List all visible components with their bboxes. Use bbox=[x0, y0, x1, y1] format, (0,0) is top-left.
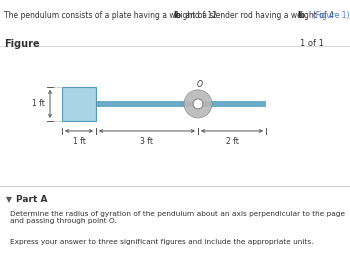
Bar bbox=[96, 101, 266, 107]
Text: Express your answer to three significant figures and include the appropriate uni: Express your answer to three significant… bbox=[10, 239, 314, 245]
Text: Part A: Part A bbox=[16, 195, 48, 204]
Bar bbox=[62, 87, 96, 121]
Text: 2 ft: 2 ft bbox=[225, 137, 238, 146]
Text: 3 ft: 3 ft bbox=[140, 137, 154, 146]
Text: 1 ft: 1 ft bbox=[32, 99, 45, 109]
Text: ▼: ▼ bbox=[6, 195, 12, 204]
Circle shape bbox=[193, 99, 203, 109]
Circle shape bbox=[184, 90, 212, 118]
Text: (Figure 1): (Figure 1) bbox=[308, 11, 350, 20]
Text: O: O bbox=[197, 80, 203, 89]
Text: lb: lb bbox=[173, 11, 181, 20]
Text: Figure: Figure bbox=[4, 39, 40, 49]
Text: The pendulum consists of a plate having a weight of 12: The pendulum consists of a plate having … bbox=[4, 11, 219, 20]
Text: lb: lb bbox=[297, 11, 305, 20]
Text: Determine the radius of gyration of the pendulum about an axis perpendicular to : Determine the radius of gyration of the … bbox=[10, 211, 345, 224]
Text: 1 of 1: 1 of 1 bbox=[300, 39, 324, 48]
Text: and a slender rod having a weight of 4: and a slender rod having a weight of 4 bbox=[183, 11, 336, 20]
Text: 1 ft: 1 ft bbox=[72, 137, 85, 146]
